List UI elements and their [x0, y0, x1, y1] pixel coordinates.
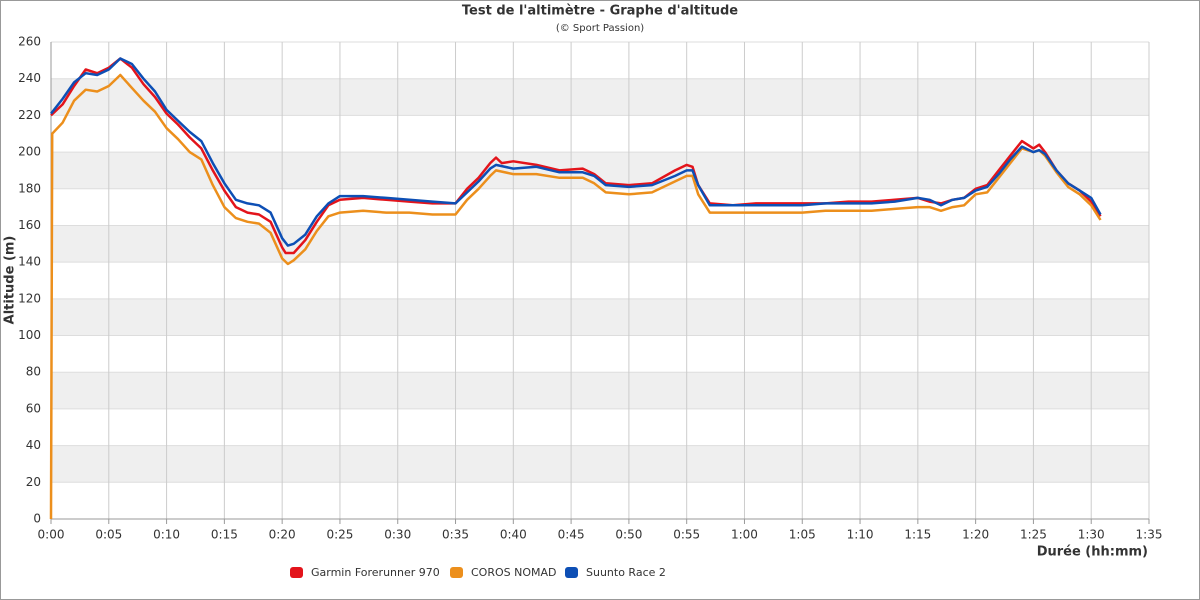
- x-tick-label: 1:00: [731, 528, 758, 542]
- grid-band: [51, 225, 1149, 263]
- y-tick-label: 180: [18, 181, 41, 195]
- legend-swatch: [450, 567, 463, 578]
- series-line: [49, 73, 1102, 520]
- y-tick-label: 120: [18, 291, 41, 305]
- x-tick-label: 0:20: [269, 528, 296, 542]
- y-tick-label: 100: [18, 328, 41, 342]
- y-tick-label: 60: [26, 401, 41, 415]
- grid-band: [51, 372, 1149, 409]
- legend-swatch: [565, 567, 578, 578]
- y-tick-label: 20: [26, 475, 41, 489]
- x-tick-label: 0:25: [326, 528, 353, 542]
- x-tick-label: 1:10: [847, 528, 874, 542]
- x-tick-label: 0:40: [500, 528, 527, 542]
- x-tick-label: 1:35: [1136, 528, 1163, 542]
- x-tick-label: 0:00: [38, 528, 65, 542]
- x-tick-label: 0:35: [442, 528, 469, 542]
- legend-label: Garmin Forerunner 970: [311, 566, 440, 579]
- y-tick-label: 40: [26, 438, 41, 452]
- y-tick-label: 260: [18, 35, 41, 49]
- x-tick-label: 1:15: [904, 528, 931, 542]
- y-axis-label: Altitude (m): [3, 236, 18, 325]
- x-tick-label: 1:05: [789, 528, 816, 542]
- x-tick-label: 1:25: [1020, 528, 1047, 542]
- chart-subtitle: (© Sport Passion): [556, 23, 644, 34]
- x-tick-label: 1:30: [1078, 528, 1105, 542]
- y-tick-label: 220: [18, 108, 41, 122]
- y-tick-label: 80: [26, 365, 41, 379]
- grid-band: [51, 298, 1149, 336]
- legend-label: Suunto Race 2: [586, 566, 666, 579]
- x-tick-label: 0:50: [615, 528, 642, 542]
- legend-label: COROS NOMAD: [471, 566, 557, 579]
- chart-title: Test de l'altimètre - Graphe d'altitude: [462, 4, 738, 19]
- x-tick-label: 0:15: [211, 528, 238, 542]
- x-tick-label: 1:20: [962, 528, 989, 542]
- x-tick-label: 0:45: [558, 528, 585, 542]
- y-tick-label: 140: [18, 255, 41, 269]
- grid-band: [51, 445, 1149, 483]
- grid-band: [51, 78, 1149, 116]
- x-tick-label: 0:30: [384, 528, 411, 542]
- grid-band: [51, 152, 1149, 189]
- y-tick-label: 160: [18, 218, 41, 232]
- x-axis-label: Durée (hh:mm): [1037, 545, 1148, 560]
- x-tick-label: 0:05: [95, 528, 122, 542]
- legend-swatch: [290, 567, 303, 578]
- y-tick-label: 240: [18, 71, 41, 85]
- y-tick-label: 0: [33, 512, 41, 526]
- x-tick-label: 0:55: [673, 528, 700, 542]
- x-tick-label: 0:10: [153, 528, 180, 542]
- series-line: [50, 57, 1102, 247]
- y-tick-label: 200: [18, 145, 41, 159]
